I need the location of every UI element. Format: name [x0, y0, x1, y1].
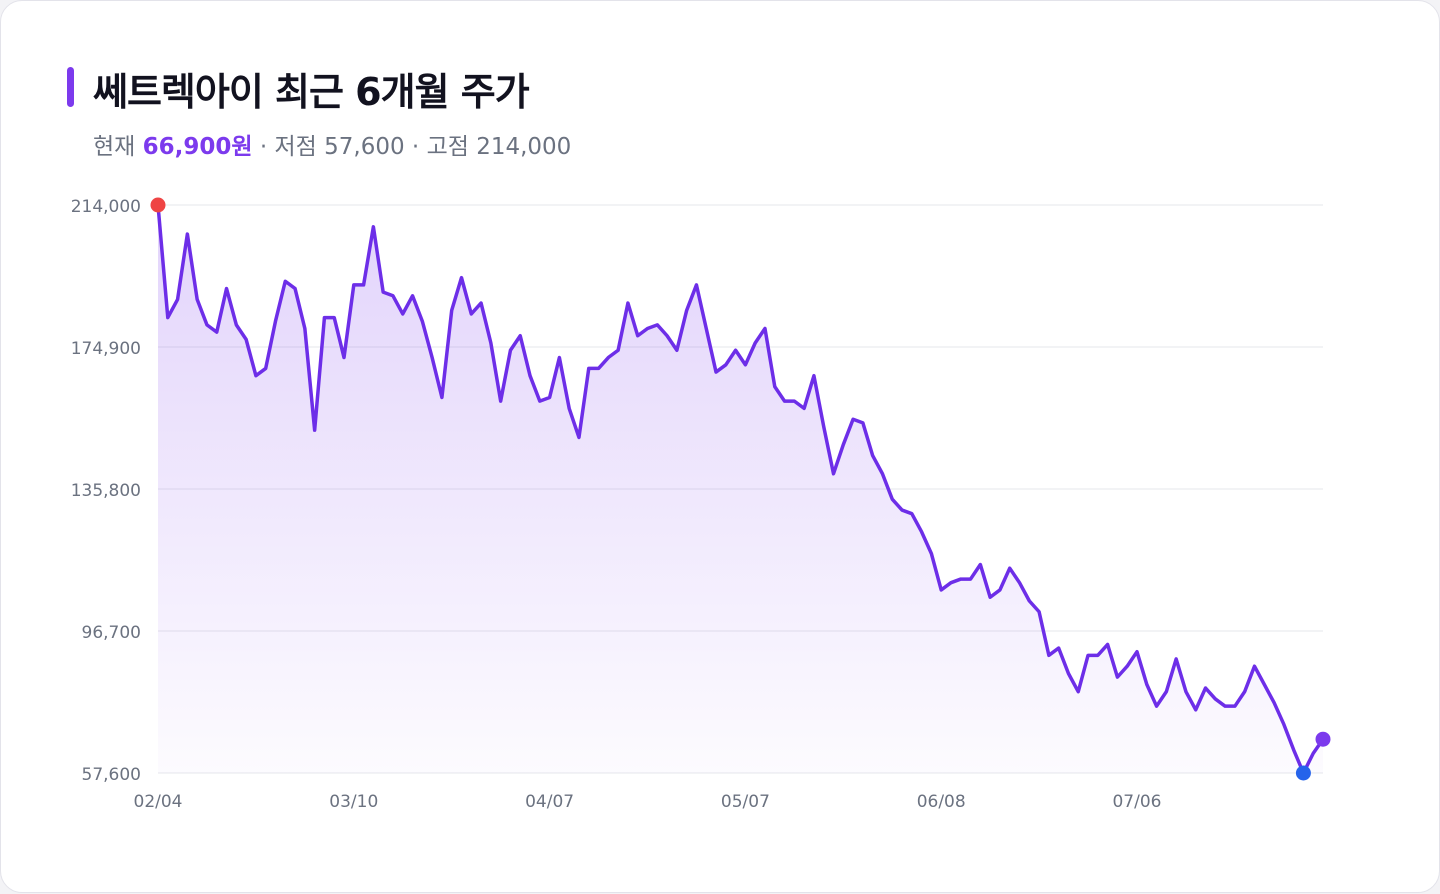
y-tick-label: 214,000	[71, 197, 141, 217]
high-label: 고점	[426, 134, 469, 160]
low-label: 저점	[274, 134, 317, 160]
high-point-marker	[150, 197, 166, 213]
separator: ·	[252, 134, 275, 160]
x-tick-label: 04/07	[525, 792, 574, 812]
price-line	[156, 203, 1325, 775]
current-label: 현재	[93, 134, 136, 160]
low-point-marker	[1295, 765, 1311, 781]
current-price: 66,900원	[142, 134, 253, 160]
y-tick-label: 174,900	[71, 339, 141, 359]
x-tick-label: 05/07	[721, 792, 770, 812]
low-price: 57,600	[324, 134, 405, 160]
chart-title: 쎄트렉아이 최근 6개월 주가	[93, 70, 530, 114]
x-tick-label: 07/06	[1112, 792, 1161, 812]
price-summary: 현재 66,900원 · 저점 57,600 · 고점 214,000	[93, 127, 571, 161]
x-tick-label: 03/10	[329, 792, 378, 812]
separator: ·	[404, 134, 427, 160]
x-tick-label: 06/08	[917, 792, 966, 812]
title-accent-bar	[67, 67, 74, 107]
last-point-marker	[1315, 731, 1331, 747]
y-tick-label: 96,700	[82, 623, 141, 643]
y-tick-label: 57,600	[82, 765, 141, 785]
x-tick-label: 02/04	[134, 792, 183, 812]
high-price: 214,000	[476, 134, 572, 160]
y-tick-label: 135,800	[71, 481, 141, 501]
